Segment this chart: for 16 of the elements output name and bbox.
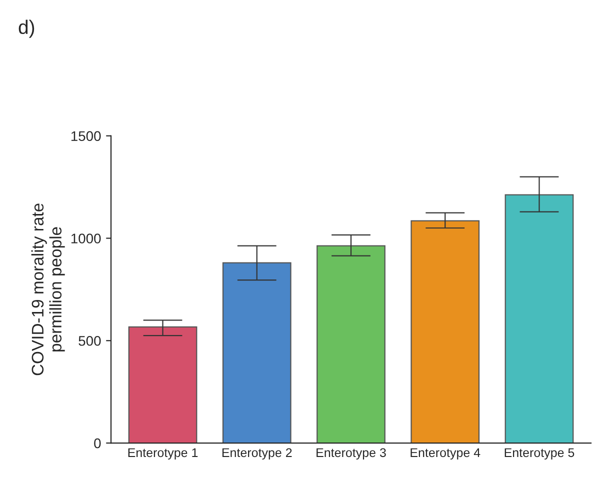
y-tick-label: 0 bbox=[94, 438, 101, 448]
bar bbox=[316, 245, 386, 444]
x-tick-label: Enterotype 1 bbox=[128, 448, 198, 460]
y-tick-label: 1000 bbox=[71, 234, 101, 244]
x-tick-label: Enterotype 5 bbox=[504, 448, 574, 460]
x-tick-label: Enterotype 4 bbox=[410, 448, 480, 460]
x-tick-label: Enterotype 2 bbox=[222, 448, 292, 460]
bar bbox=[410, 220, 480, 444]
bar bbox=[222, 262, 292, 444]
y-tick-label: 1500 bbox=[71, 131, 101, 142]
chart-title: d) bbox=[18, 20, 34, 38]
y-tick-label: 500 bbox=[78, 336, 101, 346]
bar bbox=[504, 194, 574, 444]
bar bbox=[128, 326, 198, 444]
x-tick-label: Enterotype 3 bbox=[316, 448, 386, 460]
y-axis-title: COVID-19 morality rate permillion people bbox=[31, 204, 65, 376]
